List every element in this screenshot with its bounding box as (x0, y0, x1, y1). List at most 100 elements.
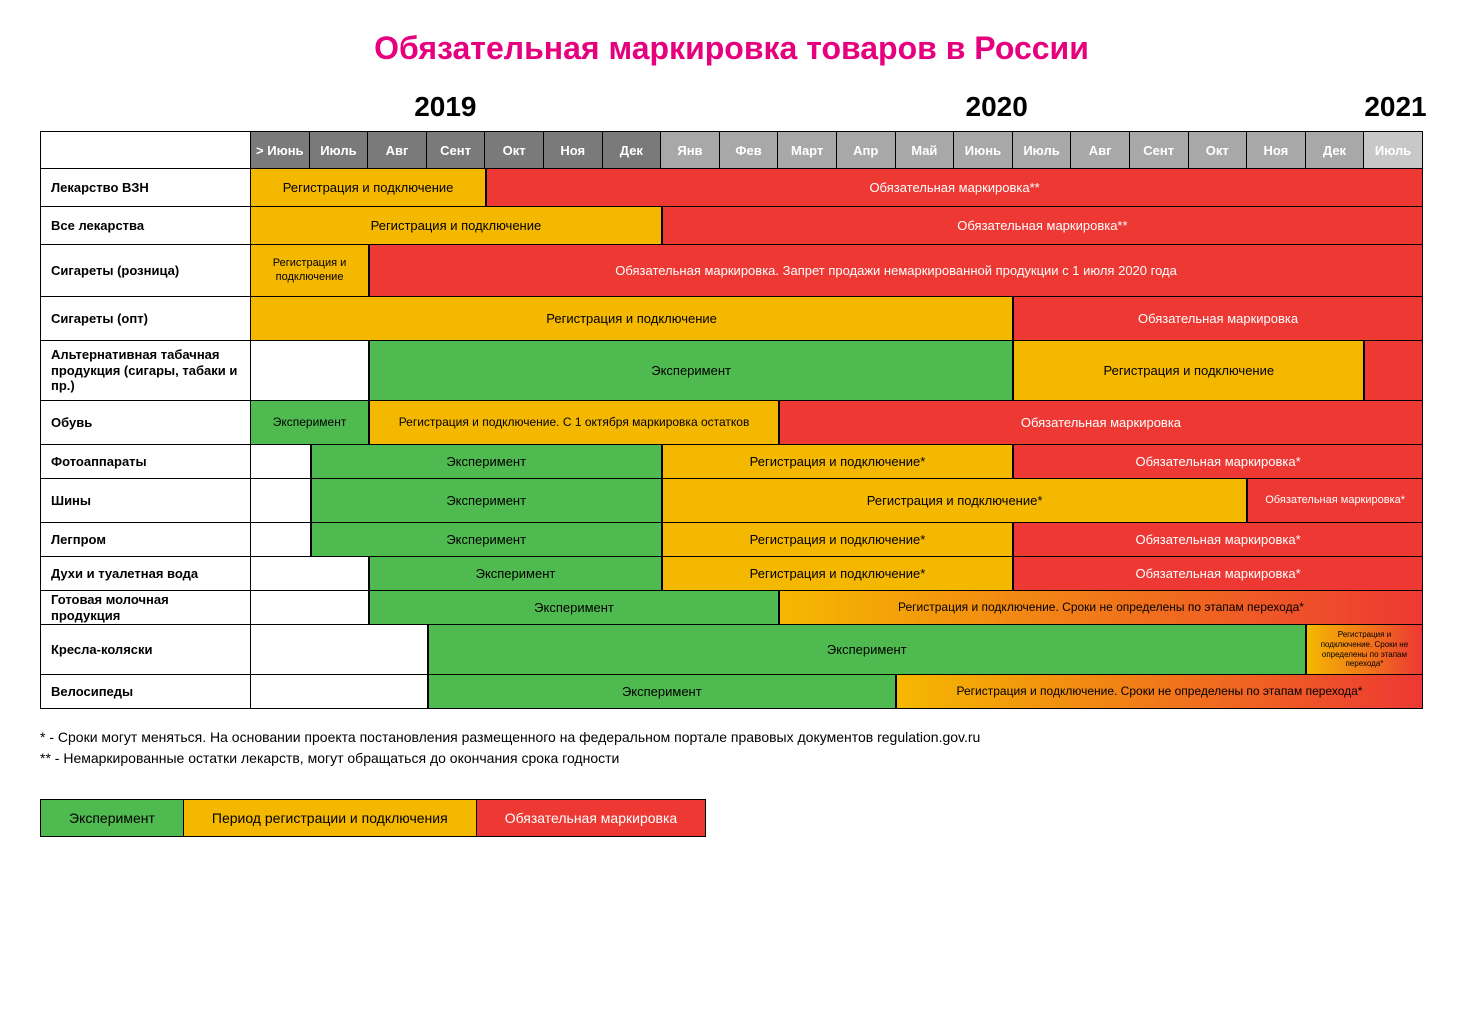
table-row: Кресла-коляскиЭкспериментРегистрация и п… (41, 624, 1422, 674)
gantt-bar: Регистрация и подключение (251, 207, 661, 244)
gantt-bar: Обязательная маркировка (1012, 297, 1422, 340)
legend-item: Обязательная маркировка (477, 800, 705, 836)
year-label: 2021 (1364, 91, 1426, 123)
gantt-bar: Регистрация и подключение (251, 169, 485, 206)
gantt-bar: Обязательная маркировка* (1012, 445, 1422, 478)
row-bars: ЭкспериментРегистрация и подключение*Обя… (251, 523, 1422, 556)
row-label: Готовая молочная продукция (41, 591, 251, 624)
row-bars: ЭкспериментРегистрация и подключение (251, 341, 1422, 400)
month-cell: Дек (1306, 132, 1365, 168)
chart-title: Обязательная маркировка товаров в России (40, 30, 1423, 67)
table-row: Альтернативная табачная продукция (сигар… (41, 340, 1422, 400)
gantt-bar (251, 591, 368, 624)
month-cell: Март (778, 132, 837, 168)
month-cell: Окт (485, 132, 544, 168)
table-row: Духи и туалетная водаЭкспериментРегистра… (41, 556, 1422, 590)
month-cell: Июль (310, 132, 369, 168)
row-label: Фотоаппараты (41, 445, 251, 478)
gantt-bar: Регистрация и подключение. Сроки не опре… (895, 675, 1422, 708)
gantt-bar: Эксперимент (251, 401, 368, 444)
table-row: ОбувьЭкспериментРегистрация и подключени… (41, 400, 1422, 444)
gantt-bar: Эксперимент (368, 557, 661, 590)
gantt-bar: Эксперимент (310, 445, 661, 478)
gantt-chart: > ИюньИюльАвгСентОктНояДекЯнвФевМартАпрМ… (40, 131, 1423, 709)
legend-item: Эксперимент (41, 800, 184, 836)
row-bars: ЭкспериментРегистрация и подключение*Обя… (251, 445, 1422, 478)
gantt-bar: Эксперимент (427, 625, 1305, 674)
row-label: Сигареты (опт) (41, 297, 251, 340)
month-cell: Ноя (544, 132, 603, 168)
gantt-bar: Обязательная маркировка** (485, 169, 1422, 206)
footnote-line: * - Сроки могут меняться. На основании п… (40, 727, 1423, 748)
row-bars: ЭкспериментРегистрация и подключение. Ср… (251, 625, 1422, 674)
month-cell: Авг (368, 132, 427, 168)
gantt-bar: Обязательная маркировка. Запрет продажи … (368, 245, 1422, 296)
gantt-bar (251, 523, 310, 556)
row-bars: ЭкспериментРегистрация и подключение*Обя… (251, 557, 1422, 590)
gantt-bar: Обязательная маркировка** (661, 207, 1422, 244)
table-row: Лекарство ВЗНРегистрация и подключениеОб… (41, 168, 1422, 206)
gantt-bar (251, 445, 310, 478)
gantt-bar (251, 675, 427, 708)
row-label: Все лекарства (41, 207, 251, 244)
table-row: ВелосипедыЭкспериментРегистрация и подкл… (41, 674, 1422, 708)
row-label: Альтернативная табачная продукция (сигар… (41, 341, 251, 400)
month-cell: Дек (603, 132, 662, 168)
legend-item: Период регистрации и подключения (184, 800, 477, 836)
row-bars: ЭкспериментРегистрация и подключение. Ср… (251, 591, 1422, 624)
year-labels: 2019 2020 2021 (250, 91, 1423, 131)
gantt-bar (251, 341, 368, 400)
gantt-bar: Обязательная маркировка (778, 401, 1422, 444)
row-bars: Регистрация и подключениеОбязательная ма… (251, 207, 1422, 244)
month-cell: Апр (837, 132, 896, 168)
row-bars: Регистрация и подключениеОбязательная ма… (251, 245, 1422, 296)
legend: ЭкспериментПериод регистрации и подключе… (40, 799, 706, 837)
row-label: Велосипеды (41, 675, 251, 708)
footnote-line: ** - Немаркированные остатки лекарств, м… (40, 748, 1423, 769)
gantt-bar: Эксперимент (427, 675, 895, 708)
row-label: Сигареты (розница) (41, 245, 251, 296)
gantt-bar: Регистрация и подключение. Сроки не опре… (778, 591, 1422, 624)
table-row: ФотоаппаратыЭкспериментРегистрация и под… (41, 444, 1422, 478)
row-label: Духи и туалетная вода (41, 557, 251, 590)
month-cell: Июль (1364, 132, 1422, 168)
table-row: ШиныЭкспериментРегистрация и подключение… (41, 478, 1422, 522)
row-bars: Регистрация и подключениеОбязательная ма… (251, 169, 1422, 206)
header-label-spacer (41, 132, 251, 168)
month-cell: Июнь (954, 132, 1013, 168)
row-label: Обувь (41, 401, 251, 444)
rows-container: Лекарство ВЗНРегистрация и подключениеОб… (41, 168, 1422, 708)
month-cell: Янв (661, 132, 720, 168)
row-label: Кресла-коляски (41, 625, 251, 674)
table-row: ЛегпромЭкспериментРегистрация и подключе… (41, 522, 1422, 556)
table-row: Сигареты (опт)Регистрация и подключениеО… (41, 296, 1422, 340)
table-row: Готовая молочная продукцияЭкспериментРег… (41, 590, 1422, 624)
row-bars: Регистрация и подключениеОбязательная ма… (251, 297, 1422, 340)
gantt-bar: Эксперимент (310, 523, 661, 556)
year-label: 2019 (414, 91, 476, 123)
gantt-bar: Эксперимент (310, 479, 661, 522)
gantt-bar (251, 625, 427, 674)
row-bars: ЭкспериментРегистрация и подключение. Ср… (251, 675, 1422, 708)
gantt-bar: Регистрация и подключение* (661, 445, 1012, 478)
gantt-bar: Регистрация и подключение* (661, 479, 1247, 522)
table-row: Сигареты (розница)Регистрация и подключе… (41, 244, 1422, 296)
gantt-bar: Обязательная маркировка* (1246, 479, 1422, 522)
row-label: Лекарство ВЗН (41, 169, 251, 206)
gantt-bar (251, 557, 368, 590)
gantt-bar: Регистрация и подключение. С 1 октября м… (368, 401, 778, 444)
row-label: Легпром (41, 523, 251, 556)
month-header-row: > ИюньИюльАвгСентОктНояДекЯнвФевМартАпрМ… (41, 132, 1422, 168)
year-label: 2020 (966, 91, 1028, 123)
row-bars: ЭкспериментРегистрация и подключение. С … (251, 401, 1422, 444)
gantt-bar: Обязательная маркировка* (1012, 523, 1422, 556)
gantt-bar (251, 479, 310, 522)
row-bars: ЭкспериментРегистрация и подключение*Обя… (251, 479, 1422, 522)
month-cell: Сент (1130, 132, 1189, 168)
gantt-bar: Регистрация и подключение (251, 297, 1012, 340)
gantt-bar: Эксперимент (368, 341, 1012, 400)
months-container: > ИюньИюльАвгСентОктНояДекЯнвФевМартАпрМ… (251, 132, 1422, 168)
month-cell: > Июнь (251, 132, 310, 168)
gantt-bar: Эксперимент (368, 591, 778, 624)
gantt-bar: Регистрация и подключение (1012, 341, 1363, 400)
